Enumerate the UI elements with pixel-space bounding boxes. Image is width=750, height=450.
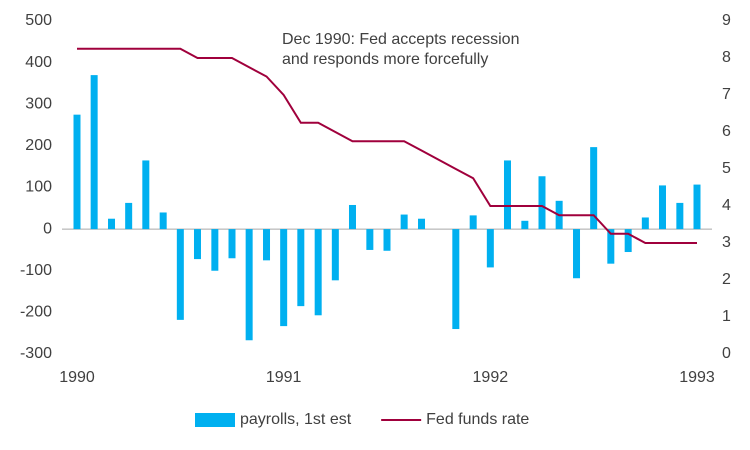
y-tick-label: 500 [25,12,52,29]
y2-tick-label: 5 [722,160,731,177]
y-tick-label: 100 [25,179,52,196]
bar [211,229,219,271]
y-tick-label: 300 [25,95,52,112]
y-tick-label: -200 [20,304,52,321]
bar [418,218,426,230]
bar [73,114,81,230]
y2-tick-label: 0 [722,345,731,362]
y2-tick-label: 9 [722,12,731,29]
bar [348,204,356,230]
bar [314,229,322,316]
bar [90,75,98,230]
bar [469,215,477,230]
legend-label: payrolls, 1st est [240,411,352,428]
bar [331,229,339,281]
bar [297,229,305,307]
annotation: Dec 1990: Fed accepts recession [282,31,519,48]
y-tick-label: 0 [43,220,52,237]
bar [693,184,701,230]
y-tick-label: 400 [25,54,52,71]
bar [400,214,408,230]
bar [366,229,374,250]
x-tick-label: 1991 [266,369,302,386]
x-tick-label: 1993 [679,369,715,386]
x-tick-label: 1992 [473,369,509,386]
y2-tick-label: 8 [722,49,731,66]
x-tick-label: 1990 [59,369,95,386]
bar [503,160,511,230]
bar [383,229,391,251]
y-tick-label: 200 [25,137,52,154]
bar [590,147,598,230]
bar [658,185,666,230]
bar [486,229,494,268]
y2-tick-label: 3 [722,234,731,251]
y2-tick-label: 6 [722,123,731,140]
bar [452,229,460,330]
line [77,47,697,244]
bar [228,229,236,259]
y2-tick-label: 4 [722,197,731,214]
bar [193,229,201,260]
bar [142,160,150,230]
bar [538,176,546,230]
bar [159,212,167,230]
bar [263,229,271,261]
bar [176,229,184,320]
y2-tick-label: 1 [722,308,731,325]
y-tick-label: -300 [20,345,52,362]
y-tick-label: -100 [20,262,52,279]
legend-label: Fed funds rate [426,411,529,428]
y2-tick-label: 2 [722,271,731,288]
bar [521,220,529,230]
y2-tick-label: 7 [722,86,731,103]
bar [108,218,116,230]
bar [245,229,253,341]
bar [676,202,684,230]
bar [607,229,615,264]
bar [641,217,649,230]
bar [125,202,133,230]
bar [280,229,288,327]
legend-swatch [195,413,235,427]
annotation: and responds more forcefully [282,51,488,68]
bar [573,229,581,279]
bar [624,229,632,253]
